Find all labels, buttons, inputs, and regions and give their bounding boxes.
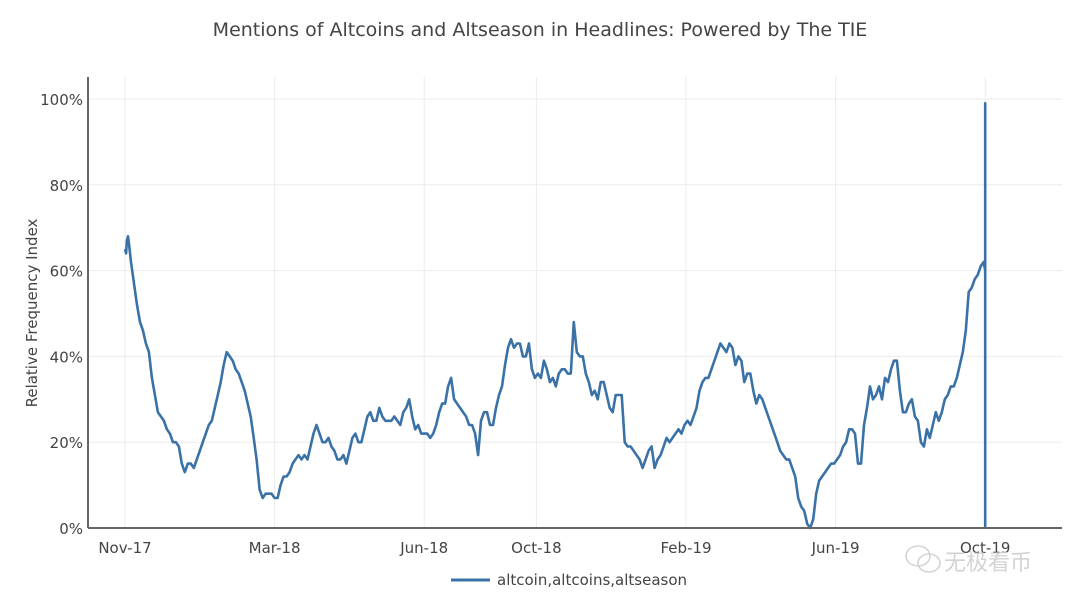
watermark: 无极看币 <box>905 545 1032 576</box>
chart-title: Mentions of Altcoins and Altseason in He… <box>213 19 868 41</box>
y-tick-label: 40% <box>50 348 83 366</box>
y-tick-label: 20% <box>50 434 83 452</box>
y-tick-label: 100% <box>40 91 83 109</box>
watermark-text: 无极看币 <box>944 551 1032 576</box>
x-tick-label: Oct-19 <box>960 539 1010 557</box>
legend[interactable]: altcoin,altcoins,altseason <box>451 571 687 589</box>
x-tick-label: Oct-18 <box>511 539 561 557</box>
series-line-altcoin <box>123 102 987 530</box>
y-tick-label: 0% <box>59 520 83 538</box>
x-axis-ticks: Nov-17 Mar-18 Jun-18 Oct-18 Feb-19 Jun-19 Oct-… <box>98 539 1010 557</box>
y-tick-label: 60% <box>50 263 83 281</box>
x-tick-label: Mar-18 <box>249 539 301 557</box>
x-tick-label: Nov-17 <box>98 539 151 557</box>
grid <box>88 77 1062 528</box>
y-axis-ticks: 0% 20% 40% 60% 80% 100% <box>40 91 83 538</box>
x-tick-label: Jun-19 <box>811 539 860 557</box>
y-tick-label: 80% <box>50 177 83 195</box>
legend-label: altcoin,altcoins,altseason <box>497 571 687 589</box>
x-tick-label: Feb-19 <box>660 539 711 557</box>
y-axis-label: Relative Frequency Index <box>23 218 41 407</box>
wechat-icon <box>905 545 941 573</box>
x-tick-label: Jun-18 <box>399 539 448 557</box>
